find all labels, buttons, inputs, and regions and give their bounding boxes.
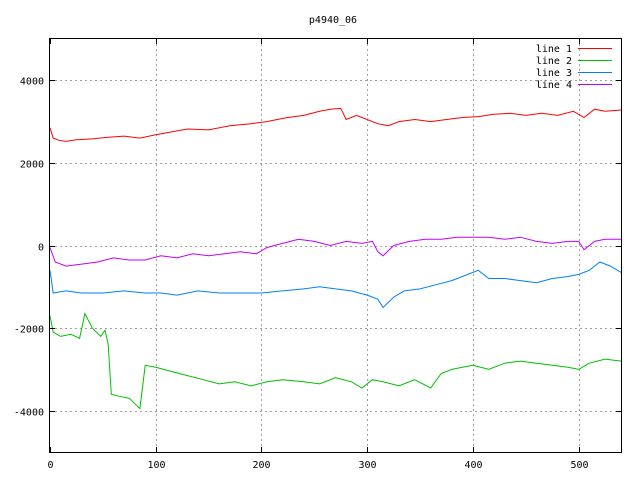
- x-tick-label: 0: [47, 460, 53, 471]
- x-tick-label: 300: [358, 460, 376, 471]
- axis-ticks: 0 100 200 300 400 500 -4000 -2000 0 2000 4000: [14, 39, 621, 471]
- y-tick-label: 2000: [20, 160, 44, 171]
- grid-lines: [50, 39, 621, 452]
- y-tick-label: -2000: [14, 325, 44, 336]
- x-tick-label: 400: [464, 460, 482, 471]
- y-tick-label: 4000: [20, 77, 44, 88]
- x-tick-label: 200: [252, 460, 270, 471]
- x-tick-label: 100: [147, 460, 165, 471]
- chart-title: p4940_06: [309, 15, 357, 26]
- x-tick-label: 500: [570, 460, 588, 471]
- legend-label: line 1: [536, 44, 572, 55]
- series-line-2: [49, 312, 622, 410]
- y-tick-label: 0: [38, 243, 44, 254]
- y-tick-label: -4000: [14, 408, 44, 419]
- legend-label: line 2: [536, 56, 572, 67]
- series-line-1: [49, 107, 622, 142]
- plot-frame: [49, 38, 622, 453]
- series-line-3: [49, 261, 622, 309]
- series-group: [49, 107, 622, 410]
- legend-label: line 3: [536, 68, 572, 79]
- series-line-4: [49, 236, 621, 267]
- legend-label: line 4: [536, 80, 572, 91]
